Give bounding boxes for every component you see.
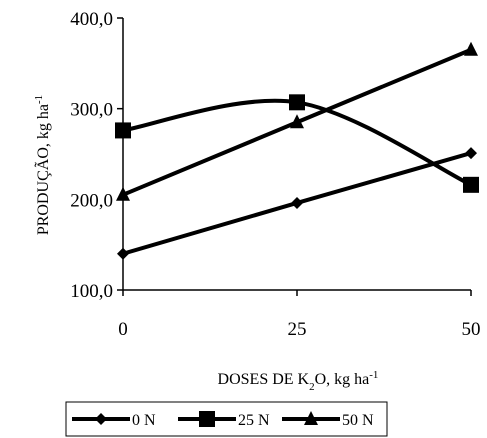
legend-item-25-n: 25 N xyxy=(178,411,270,429)
x-tick-label: 0 xyxy=(118,319,128,340)
legend-item-0-n: 0 N xyxy=(72,412,156,429)
legend-label: 25 N xyxy=(238,412,270,429)
data-point-25-n xyxy=(115,122,131,139)
y-tick-label: 200,0 xyxy=(70,190,113,211)
y-axis-title-main: PRODUÇÃO, kg ha xyxy=(34,104,52,235)
legend-swatch-marker xyxy=(199,411,215,427)
legend-item-50-n: 50 N xyxy=(282,411,374,429)
axes: 100,0 200,0 300,0 400,0 0 25 50 xyxy=(70,9,480,340)
x-axis-title-main: DOSES DE K xyxy=(218,371,310,388)
x-axis-title-rest: O, kg ha xyxy=(315,371,370,388)
data-point-0-n xyxy=(117,247,129,260)
x-axis-title-sup: -1 xyxy=(369,369,378,381)
x-tick-label: 50 xyxy=(462,319,481,340)
data-point-50-n xyxy=(464,41,478,56)
y-tick-label: 300,0 xyxy=(70,100,113,121)
data-point-0-n xyxy=(291,196,303,209)
x-axis-title-sub: 2 xyxy=(309,381,315,393)
legend-swatch-marker xyxy=(95,413,107,425)
legend-label: 0 N xyxy=(132,412,156,429)
x-tick-label: 25 xyxy=(288,319,307,340)
x-axis-title: DOSES DE K2O, kg ha-1 xyxy=(218,369,379,393)
series-25-n xyxy=(115,94,479,193)
svg-text:DOSES DE K2O, kg ha-1: DOSES DE K2O, kg ha-1 xyxy=(218,369,379,393)
y-axis-title-sup: -1 xyxy=(33,95,45,104)
data-point-50-n xyxy=(290,114,304,129)
y-tick-label: 100,0 xyxy=(70,281,113,302)
data-point-0-n xyxy=(465,147,477,160)
legend-label: 50 N xyxy=(342,412,374,429)
series-layer xyxy=(115,41,479,260)
y-axis-title: PRODUÇÃO, kg ha-1 xyxy=(33,95,52,235)
legend: 0 N 25 N 50 N xyxy=(65,401,388,437)
series-0-n xyxy=(117,147,477,260)
svg-text:PRODUÇÃO, kg ha-1: PRODUÇÃO, kg ha-1 xyxy=(33,95,52,235)
series-50-n xyxy=(116,41,478,201)
legend-swatch-marker xyxy=(304,411,318,425)
y-tick-label: 400,0 xyxy=(70,9,113,30)
data-point-25-n xyxy=(463,176,479,193)
data-point-25-n xyxy=(289,94,305,111)
data-point-50-n xyxy=(116,186,130,201)
